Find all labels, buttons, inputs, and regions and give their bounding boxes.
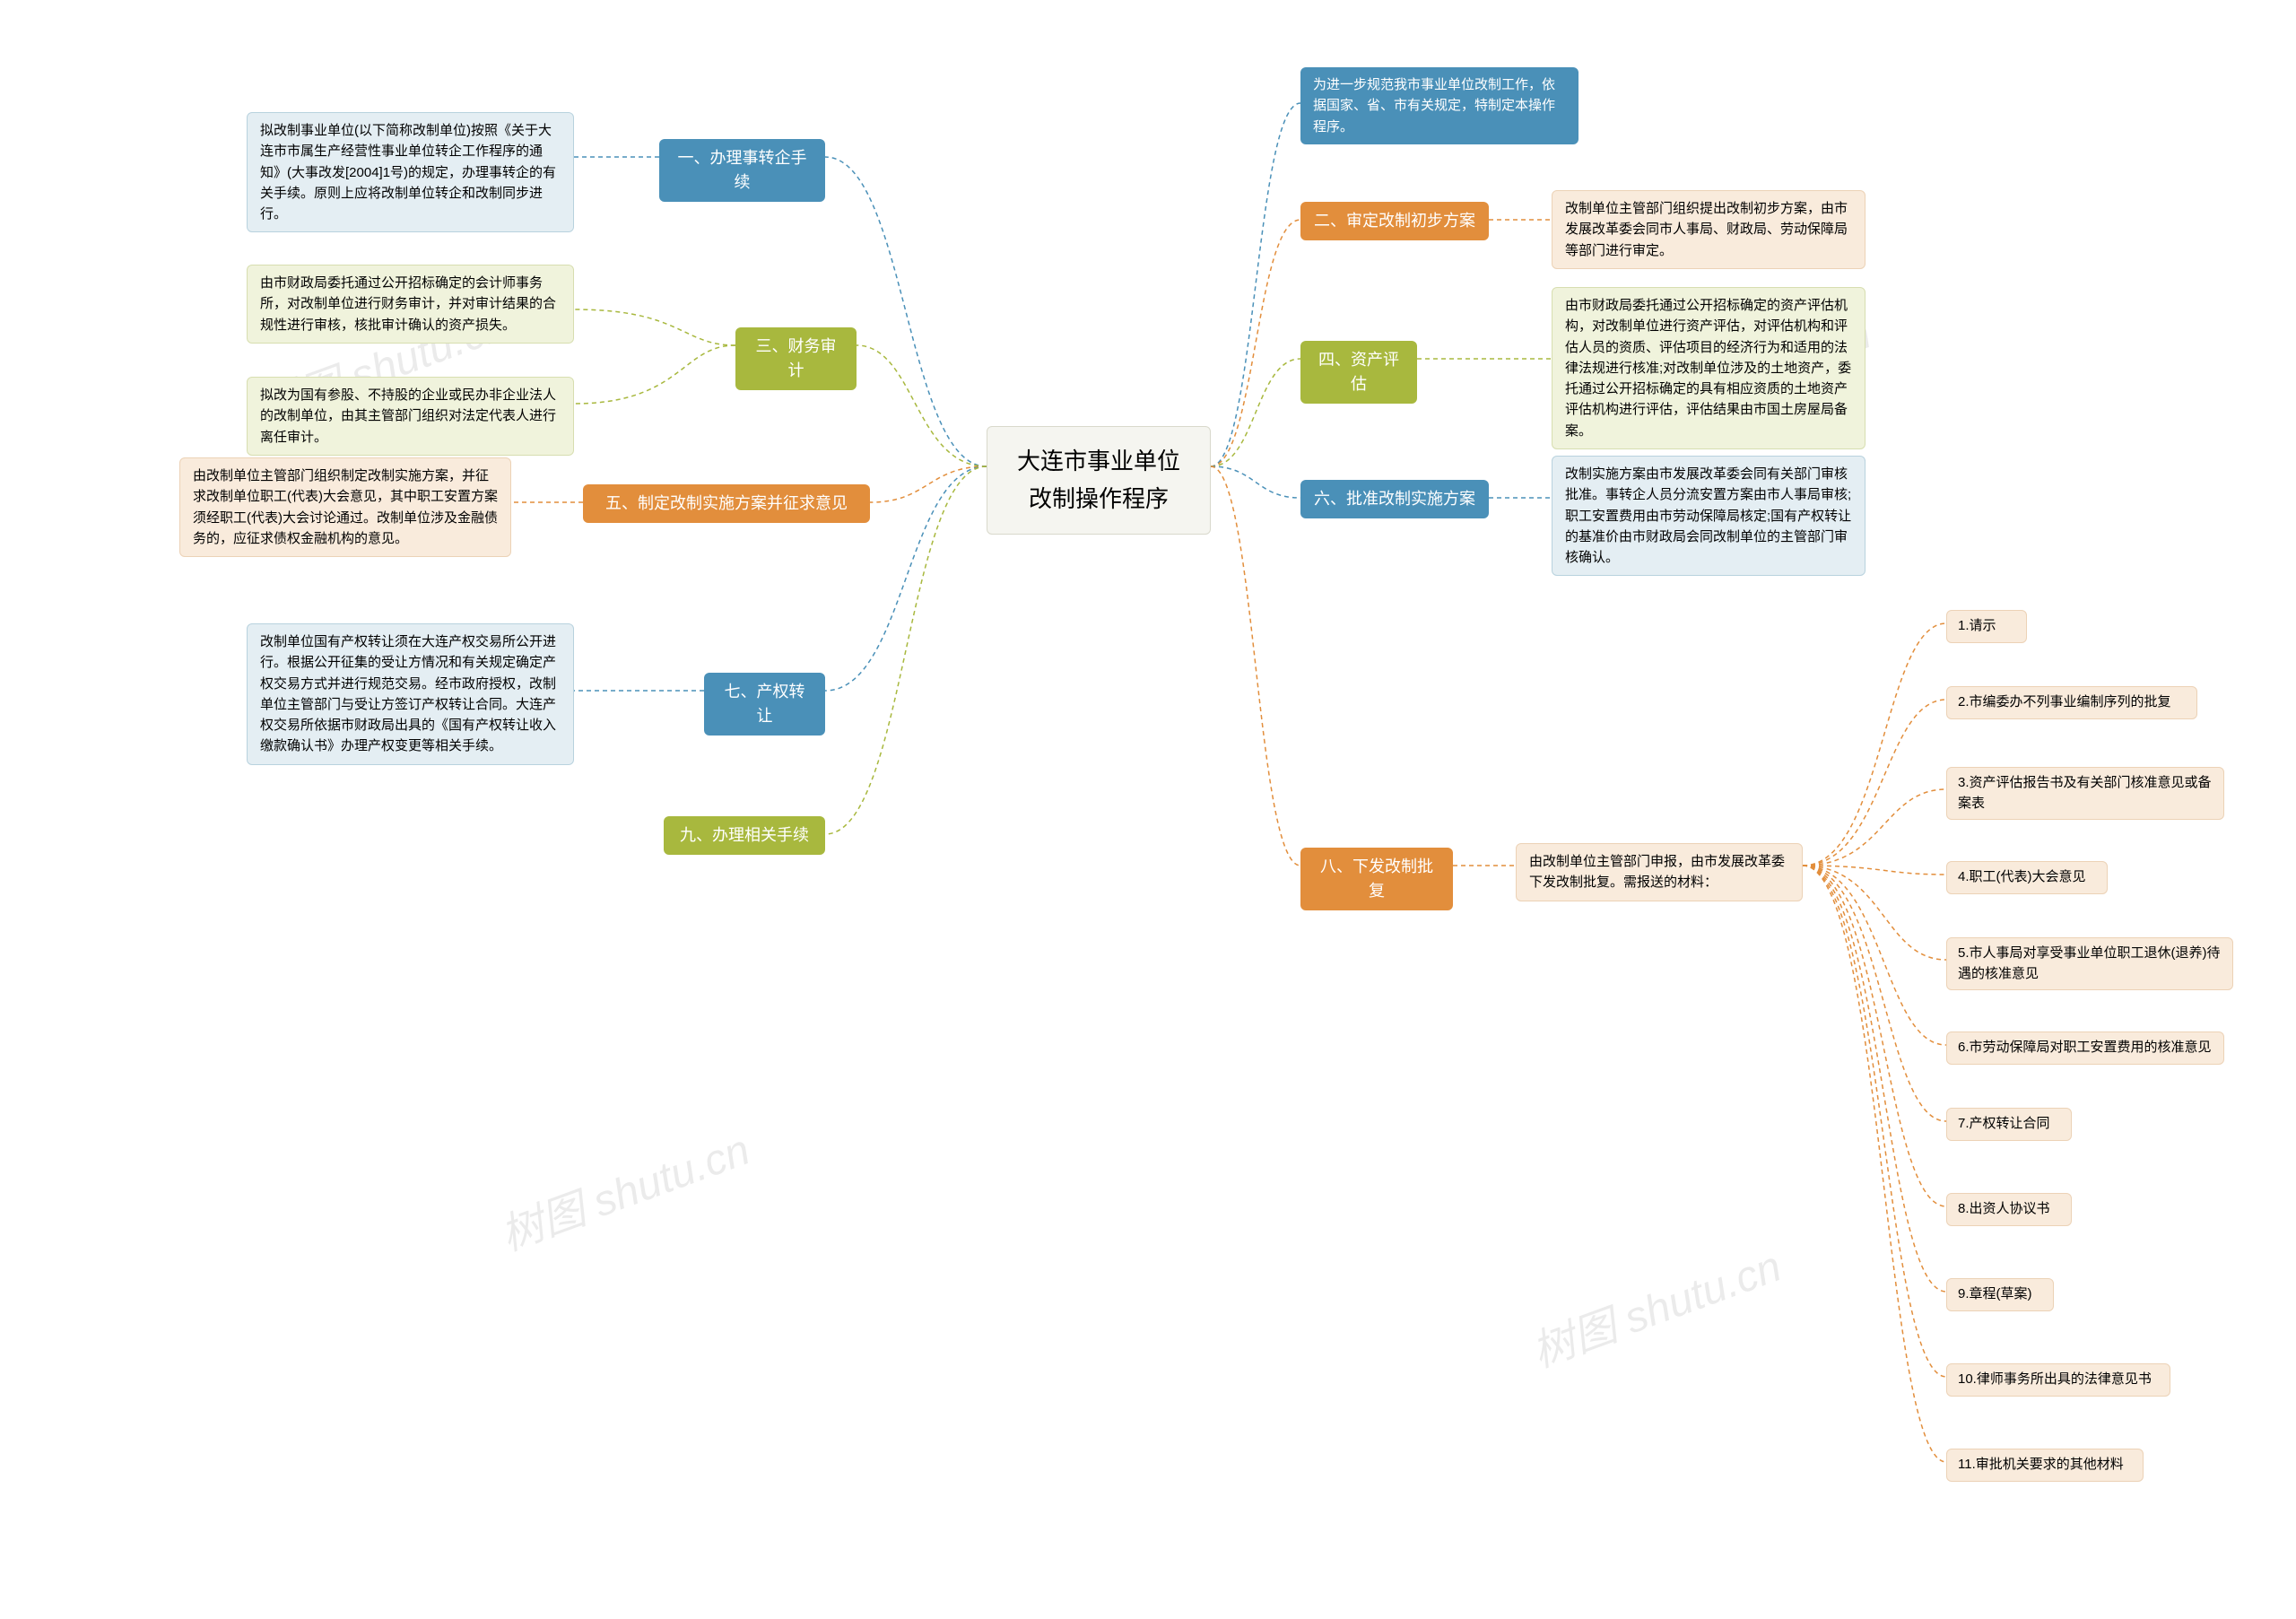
node-8: 八、下发改制批复 (1300, 848, 1453, 910)
node-3-desc1: 由市财政局委托通过公开招标确定的会计师事务所，对改制单位进行财务审计，并对审计结… (247, 265, 574, 344)
list-item-5: 5.市人事局对享受事业单位职工退休(退养)待遇的核准意见 (1946, 937, 2233, 990)
watermark: 树图 shutu.cn (491, 1114, 757, 1262)
node-2-desc: 改制单位主管部门组织提出改制初步方案，由市发展改革委会同市人事局、财政局、劳动保… (1552, 190, 1866, 269)
list-item-10: 10.律师事务所出具的法律意见书 (1946, 1363, 2170, 1397)
node-3: 三、财务审计 (735, 327, 857, 390)
node-6-desc: 改制实施方案由市发展改革委会同有关部门审核批准。事转企人员分流安置方案由市人事局… (1552, 456, 1866, 576)
node-3-desc2: 拟改为国有参股、不持股的企业或民办非企业法人的改制单位，由其主管部门组织对法定代… (247, 377, 574, 456)
list-item-4: 4.职工(代表)大会意见 (1946, 861, 2108, 894)
node-7: 七、产权转让 (704, 673, 825, 736)
center-node: 大连市事业单位改制操作程序 (987, 426, 1211, 535)
node-6: 六、批准改制实施方案 (1300, 480, 1489, 518)
node-1: 一、办理事转企手续 (659, 139, 825, 202)
node-4-desc: 由市财政局委托通过公开招标确定的资产评估机构，对改制单位进行资产评估，对评估机构… (1552, 287, 1866, 449)
node-8-desc: 由改制单位主管部门申报，由市发展改革委下发改制批复。需报送的材料： (1516, 843, 1803, 901)
list-item-7: 7.产权转让合同 (1946, 1108, 2072, 1141)
node-5: 五、制定改制实施方案并征求意见 (583, 484, 870, 523)
list-item-9: 9.章程(草案) (1946, 1278, 2054, 1311)
node-9: 九、办理相关手续 (664, 816, 825, 855)
list-item-1: 1.请示 (1946, 610, 2027, 643)
list-item-6: 6.市劳动保障局对职工安置费用的核准意见 (1946, 1031, 2224, 1065)
intro-node: 为进一步规范我市事业单位改制工作，依据国家、省、市有关规定，特制定本操作程序。 (1300, 67, 1578, 144)
node-2: 二、审定改制初步方案 (1300, 202, 1489, 240)
node-4: 四、资产评估 (1300, 341, 1417, 404)
node-7-desc: 改制单位国有产权转让须在大连产权交易所公开进行。根据公开征集的受让方情况和有关规… (247, 623, 574, 765)
watermark: 树图 shutu.cn (1522, 1231, 1788, 1379)
node-5-desc: 由改制单位主管部门组织制定改制实施方案，并征求改制单位职工(代表)大会意见，其中… (179, 457, 511, 557)
list-item-3: 3.资产评估报告书及有关部门核准意见或备案表 (1946, 767, 2224, 820)
list-item-11: 11.审批机关要求的其他材料 (1946, 1449, 2144, 1482)
node-1-desc: 拟改制事业单位(以下简称改制单位)按照《关于大连市市属生产经营性事业单位转企工作… (247, 112, 574, 232)
list-item-2: 2.市编委办不列事业编制序列的批复 (1946, 686, 2197, 719)
list-item-8: 8.出资人协议书 (1946, 1193, 2072, 1226)
